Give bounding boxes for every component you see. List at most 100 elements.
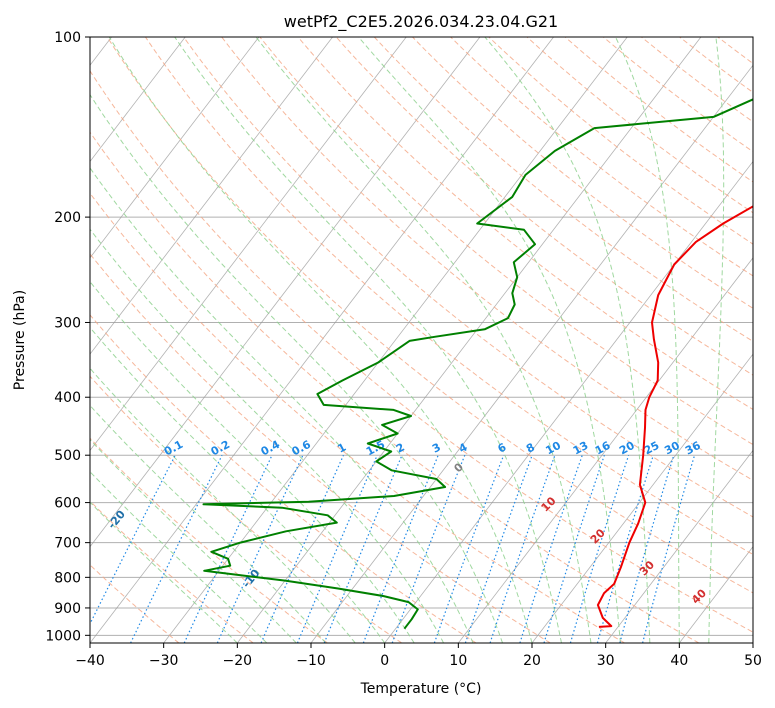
y-tick-label: 100 <box>54 30 81 46</box>
dry-adiabat-line <box>756 37 775 643</box>
isotherm-line <box>90 37 260 259</box>
mixing-ratio-line <box>296 454 378 643</box>
chart-title: wetPf2_C2E5.2026.034.23.04.G21 <box>284 12 558 32</box>
mixing-ratio-line <box>130 454 223 643</box>
moist-adiabat-line <box>615 37 680 643</box>
dry-adiabat-line <box>90 314 477 643</box>
isotherm-line <box>752 642 753 643</box>
mixing-ratio-label: 13 <box>571 439 591 458</box>
dry-adiabat-line <box>106 37 753 594</box>
isotherm-line <box>163 37 628 643</box>
mixing-ratio-line <box>260 454 345 643</box>
plot-frame <box>89 36 754 644</box>
mixing-ratio-line <box>543 455 605 643</box>
x-tick-label: −20 <box>223 653 253 669</box>
isotherm-line <box>384 160 753 643</box>
dry-adiabat-line <box>183 37 753 518</box>
y-axis-title: Pressure (hPa) <box>12 290 28 390</box>
sounding-line <box>596 205 753 628</box>
x-tick-label: 50 <box>744 653 762 669</box>
x-tick-label: 20 <box>523 653 541 669</box>
moist-adiabat-line <box>90 326 386 643</box>
dry-adiabat-line <box>488 37 753 245</box>
dry-adiabat-line <box>526 37 753 214</box>
mixing-ratio-line <box>216 454 304 643</box>
isotherms <box>90 37 753 643</box>
isotherm-line <box>90 37 333 355</box>
y-tick-label: 400 <box>54 390 81 406</box>
mixing-ratio-line <box>619 455 675 643</box>
dry-adiabat-line <box>641 37 753 123</box>
sounding-series <box>202 98 753 630</box>
mixing-ratio-line <box>642 455 696 643</box>
mixing-ratio-line <box>464 454 533 643</box>
dry-adiabat-label: -30 <box>0 449 9 473</box>
mixing-ratio-label: 3 <box>430 441 443 456</box>
x-tick-label: −30 <box>149 653 179 669</box>
moist-adiabat-line <box>255 37 592 643</box>
isotherm-line <box>531 353 753 643</box>
mixing-ratio-label: 16 <box>593 439 613 458</box>
mixing-ratio-label: 10 <box>543 439 563 458</box>
x-axis-ticks: −40 −30 −20 −10 0 10 20 30 40 50 <box>75 643 762 669</box>
moist-adiabat-label: 20 <box>588 526 608 546</box>
dry-adiabat-line <box>412 37 753 309</box>
y-tick-label: 900 <box>54 601 81 617</box>
mixing-ratio-label: 6 <box>496 440 509 455</box>
y-tick-label: 500 <box>54 448 81 464</box>
x-tick-label: −10 <box>296 653 326 669</box>
dry-adiabat-line <box>679 37 753 94</box>
mixing-ratio-line <box>90 454 176 626</box>
mixing-ratio-line <box>569 455 630 643</box>
y-axis-ticks: 100 200 300 400 500 600 700 800 900 1000 <box>45 30 90 644</box>
mixing-ratio-label: 30 <box>662 439 682 458</box>
isotherm-line <box>458 257 753 643</box>
moist-adiabat-label: 0 <box>451 460 466 475</box>
mixing-ratio-line <box>489 455 556 643</box>
dry-adiabat-line <box>90 131 700 643</box>
dry-adiabat-line <box>297 37 753 411</box>
background-line-labels: 0.10.20.40.611.52346810131620253036-100-… <box>0 438 709 607</box>
moist-adiabat-line <box>108 37 533 643</box>
moist-adiabat-line <box>90 367 356 643</box>
x-tick-label: 0 <box>380 653 389 669</box>
mixing-ratio-line <box>183 454 273 643</box>
mixing-ratio-label: 36 <box>683 439 703 458</box>
isotherm-line <box>310 64 753 643</box>
moist-adiabat-line <box>90 93 503 643</box>
dry-adiabat-line <box>90 253 551 643</box>
moist-adiabat-line <box>90 470 268 643</box>
x-tick-label: 40 <box>670 653 688 669</box>
dry-adiabat-line <box>90 375 402 643</box>
dry-adiabat-line <box>221 37 753 481</box>
moist-adiabat-line <box>90 404 327 643</box>
dry-adiabat-line <box>90 500 254 643</box>
isotherm-line <box>605 449 753 643</box>
x-axis-title: Temperature (°C) <box>360 681 482 697</box>
x-tick-label: 30 <box>597 653 615 669</box>
dry-adiabat-line <box>144 37 753 555</box>
dry-adiabat-line <box>373 37 753 343</box>
moist-adiabat-label: 10 <box>539 494 559 514</box>
x-tick-label: −40 <box>75 653 105 669</box>
mixing-ratio-label: 25 <box>642 439 662 458</box>
dry-adiabats <box>90 37 775 643</box>
moist-adiabats <box>90 37 725 643</box>
y-tick-label: 1000 <box>45 628 81 644</box>
y-tick-label: 300 <box>54 315 81 331</box>
y-tick-label: 600 <box>54 496 81 512</box>
dry-adiabat-line <box>335 37 753 376</box>
x-tick-label: 10 <box>449 653 467 669</box>
moist-adiabat-line <box>90 167 474 643</box>
dry-adiabat-line <box>259 37 753 446</box>
dry-adiabat-line <box>717 37 753 65</box>
moist-adiabat-label: 40 <box>689 586 709 606</box>
mixing-ratio-label: 8 <box>524 441 537 456</box>
isotherm-line <box>90 37 407 452</box>
moist-adiabat-line <box>90 228 445 643</box>
y-tick-label: 200 <box>54 210 81 226</box>
moist-adiabat-label: 30 <box>637 558 657 578</box>
moist-adiabat-line <box>358 37 621 643</box>
plot-area: 0.10.20.40.611.52346810131620253036-100-… <box>0 37 775 643</box>
dry-adiabat-label: -10 <box>240 567 263 591</box>
